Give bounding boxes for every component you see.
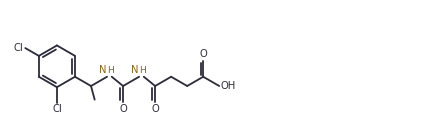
Text: N: N [99,65,107,75]
Text: H: H [107,66,114,75]
Text: Cl: Cl [14,43,24,53]
Text: H: H [139,66,146,75]
Text: Cl: Cl [52,104,62,114]
Text: O: O [119,104,127,114]
Text: O: O [151,104,159,114]
Text: O: O [199,49,207,59]
Text: N: N [131,65,139,75]
Text: OH: OH [221,81,236,91]
